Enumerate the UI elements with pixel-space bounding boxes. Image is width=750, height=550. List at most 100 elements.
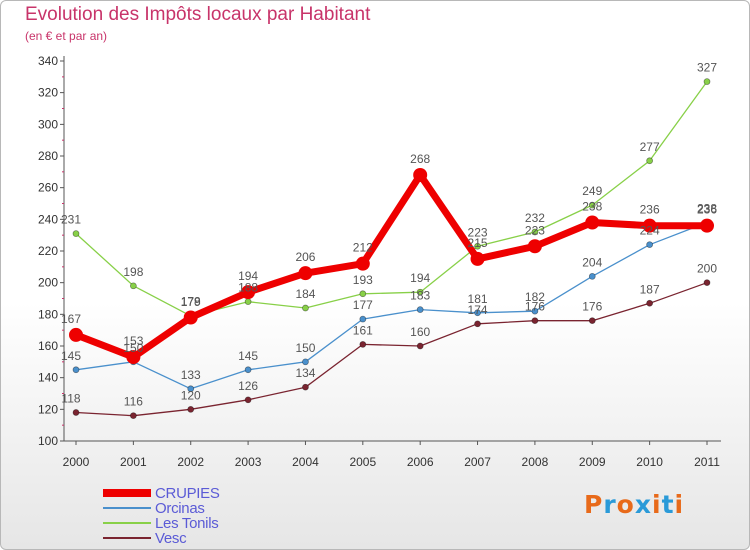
data-point-vesc: [703, 279, 711, 287]
data-point-les-tonils: [646, 157, 653, 165]
series-line-les-tonils: [75, 80, 708, 317]
data-point-orcinas: [302, 358, 309, 366]
data-point-crupies: [470, 251, 485, 266]
data-point-vesc: [588, 317, 596, 325]
data-label-vesc: 200: [697, 262, 717, 276]
data-label-les-tonils: 194: [410, 271, 430, 285]
x-tick-label: 2002: [177, 455, 204, 469]
data-label-orcinas: 204: [582, 255, 602, 269]
y-tick-label: 180: [38, 307, 58, 321]
data-point-orcinas: [416, 306, 424, 313]
data-label-les-tonils: 198: [123, 265, 143, 279]
data-point-orcinas: [588, 272, 596, 280]
x-tick-label: 2009: [579, 455, 606, 469]
data-label-orcinas: 182: [525, 290, 545, 304]
data-point-vesc: [359, 341, 367, 348]
data-point-orcinas: [474, 309, 481, 317]
data-point-vesc: [302, 383, 309, 391]
data-label-vesc: 118: [61, 392, 80, 406]
data-point-crupies: [298, 266, 313, 281]
data-point-les-tonils: [130, 282, 137, 290]
data-label-les-tonils: 231: [61, 213, 81, 227]
data-label-vesc: 187: [640, 282, 660, 296]
data-point-les-tonils: [588, 201, 596, 209]
x-tick-label: 2008: [522, 455, 549, 469]
y-tick-label: 100: [38, 434, 58, 448]
x-tick-label: 2001: [120, 455, 147, 469]
data-point-crupies: [527, 239, 542, 254]
data-label-vesc: 116: [124, 395, 143, 409]
data-label-orcinas: 150: [123, 341, 143, 355]
logo-letter: t: [661, 490, 675, 519]
data-point-les-tonils: [244, 298, 252, 306]
data-point-crupies: [241, 285, 256, 300]
data-point-vesc: [416, 342, 424, 350]
data-label-les-tonils: 184: [295, 287, 315, 301]
data-point-orcinas: [72, 366, 80, 374]
data-label-crupies: 268: [410, 152, 430, 166]
data-point-crupies: [700, 218, 714, 233]
logo-letter: x: [634, 490, 652, 519]
data-label-crupies: 223: [525, 223, 545, 237]
y-tick-label: 200: [38, 276, 58, 290]
data-label-les-tonils: 188: [238, 281, 258, 295]
data-label-vesc: 176: [525, 300, 545, 314]
data-label-crupies: 153: [123, 334, 143, 348]
x-tick-label: 2004: [292, 455, 319, 469]
data-label-vesc: 134: [295, 366, 315, 380]
data-label-vesc: 176: [582, 300, 602, 314]
y-tick-label: 120: [38, 402, 58, 416]
logo-letter: P: [584, 490, 604, 519]
data-point-les-tonils: [531, 228, 539, 236]
series-line-crupies: [72, 171, 711, 361]
x-tick-label: 2010: [636, 455, 663, 469]
data-label-crupies: 236: [640, 203, 660, 217]
data-point-orcinas: [531, 307, 539, 315]
series-line-orcinas: [75, 221, 708, 390]
data-point-vesc: [646, 299, 653, 307]
data-label-orcinas: 224: [640, 224, 660, 238]
y-tick-label: 320: [38, 86, 58, 100]
data-label-les-tonils: 232: [525, 211, 545, 225]
chart-title: Evolution des Impôts locaux par Habitant: [25, 4, 371, 25]
data-point-vesc: [130, 412, 137, 420]
data-label-vesc: 160: [410, 325, 430, 339]
data-point-vesc: [531, 317, 539, 325]
data-point-vesc: [72, 409, 80, 416]
data-label-orcinas: 150: [295, 341, 315, 355]
y-tick-label: 300: [38, 117, 58, 131]
data-label-crupies: 236: [697, 203, 717, 217]
data-label-orcinas: 183: [410, 289, 430, 303]
y-tick-label: 220: [38, 244, 58, 258]
data-label-les-tonils: 277: [640, 140, 660, 154]
data-label-les-tonils: 327: [697, 61, 717, 75]
data-label-crupies: 215: [468, 236, 488, 250]
data-label-orcinas: 238: [697, 202, 717, 216]
proxiti-logo: Proxiti: [584, 490, 684, 519]
data-point-crupies: [126, 350, 141, 365]
series-line-vesc: [75, 282, 708, 417]
y-tick-label: 280: [38, 149, 58, 163]
data-label-crupies: 212: [353, 241, 373, 255]
data-label-orcinas: 145: [238, 349, 258, 363]
data-point-crupies: [585, 215, 600, 230]
y-tick-label: 160: [38, 339, 58, 353]
data-label-crupies: 178: [181, 295, 201, 309]
data-point-orcinas: [646, 241, 653, 249]
data-point-les-tonils: [359, 290, 367, 298]
data-label-orcinas: 181: [468, 292, 488, 306]
logo-letter: r: [603, 490, 617, 519]
data-point-vesc: [187, 405, 195, 413]
x-tick-label: 2005: [349, 455, 376, 469]
data-point-vesc: [244, 396, 252, 404]
y-tick-label: 240: [38, 212, 58, 226]
data-label-les-tonils: 223: [468, 225, 488, 239]
chart-subtitle: (en € et par an): [25, 29, 108, 43]
data-label-crupies: 167: [61, 312, 81, 326]
data-point-les-tonils: [302, 304, 309, 312]
data-point-les-tonils: [703, 78, 711, 85]
data-point-orcinas: [187, 385, 195, 393]
logo-letter: o: [616, 490, 635, 519]
y-tick-label: 340: [38, 54, 58, 68]
